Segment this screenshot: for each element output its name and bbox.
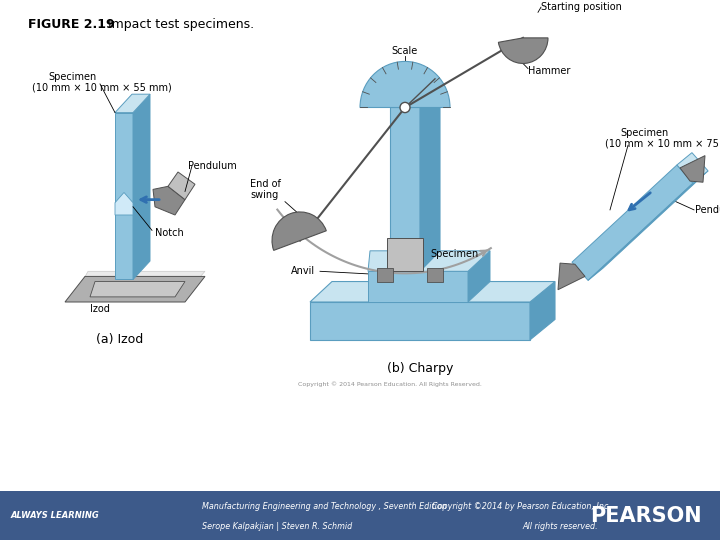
Text: (10 mm × 10 mm × 55 mm): (10 mm × 10 mm × 55 mm) [32,82,172,92]
Polygon shape [680,156,705,182]
Polygon shape [368,271,468,302]
Text: FIGURE 2.19: FIGURE 2.19 [28,18,114,31]
Text: Specimen: Specimen [430,249,478,259]
Text: Starting position: Starting position [541,2,622,12]
Text: Serope Kalpakjian | Steven R. Schmid: Serope Kalpakjian | Steven R. Schmid [202,522,352,531]
Polygon shape [377,268,393,281]
Polygon shape [65,276,205,302]
Text: Izod: Izod [90,304,110,314]
Polygon shape [530,281,555,340]
Text: End of
swing: End of swing [250,179,280,200]
Polygon shape [427,268,443,281]
Text: Copyright © 2014 Pearson Education. All Rights Reserved.: Copyright © 2014 Pearson Education. All … [298,381,482,387]
Polygon shape [115,113,133,280]
Text: Specimen: Specimen [620,128,668,138]
Text: (a) Izod: (a) Izod [96,333,143,346]
Text: (10 mm × 10 mm × 75 mm): (10 mm × 10 mm × 75 mm) [605,138,720,149]
Polygon shape [310,281,555,302]
Polygon shape [677,153,708,183]
Text: (b) Charpy: (b) Charpy [387,362,453,375]
Polygon shape [153,186,185,215]
FancyBboxPatch shape [0,491,720,540]
Text: Hammer: Hammer [528,66,570,76]
Text: Manufacturing Engineering and Technology , Seventh Edition: Manufacturing Engineering and Technology… [202,502,446,511]
Polygon shape [390,107,420,271]
Polygon shape [558,263,585,290]
Text: Impact test specimens.: Impact test specimens. [96,18,254,31]
Polygon shape [168,172,195,200]
Polygon shape [75,271,205,295]
Polygon shape [387,238,423,271]
Text: ALWAYS LEARNING: ALWAYS LEARNING [11,511,99,520]
Polygon shape [115,94,150,113]
Circle shape [400,103,410,113]
Polygon shape [90,281,185,297]
Text: PEARSON: PEARSON [590,505,702,526]
Text: Pendulum: Pendulum [695,205,720,215]
Polygon shape [420,87,440,271]
Polygon shape [572,165,693,280]
Text: All rights reserved.: All rights reserved. [522,522,598,531]
Text: Scale: Scale [392,46,418,56]
Wedge shape [360,62,450,107]
Text: Specimen: Specimen [48,72,96,82]
Text: Pendulum: Pendulum [188,161,237,171]
Text: Copyright ©2014 by Pearson Education, Inc.: Copyright ©2014 by Pearson Education, In… [432,502,611,511]
Polygon shape [115,192,133,215]
Polygon shape [310,302,530,340]
Text: Anvil: Anvil [291,266,315,276]
Wedge shape [272,212,326,251]
Text: Notch: Notch [155,228,184,239]
Polygon shape [468,251,490,302]
Polygon shape [588,171,708,280]
Polygon shape [368,251,490,271]
Wedge shape [498,38,548,64]
Polygon shape [133,94,150,280]
